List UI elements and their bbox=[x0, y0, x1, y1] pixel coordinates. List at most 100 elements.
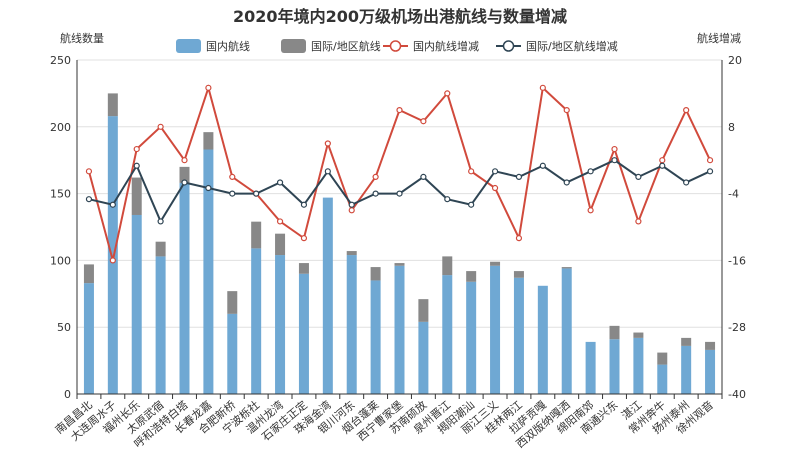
left-tick-label: 0 bbox=[64, 388, 71, 401]
left-tick-label: 150 bbox=[50, 188, 71, 201]
bar-international bbox=[346, 251, 357, 256]
point-international-change bbox=[109, 201, 116, 208]
point-international-change bbox=[396, 190, 403, 197]
bar-domestic bbox=[394, 265, 405, 394]
point-domestic-change bbox=[611, 145, 618, 153]
point-domestic-change bbox=[324, 140, 331, 147]
bar-domestic bbox=[657, 364, 668, 394]
point-domestic-change bbox=[635, 218, 642, 225]
point-international-change bbox=[539, 162, 546, 169]
bar-domestic bbox=[442, 275, 453, 394]
point-international-change bbox=[157, 218, 164, 225]
point-international-change bbox=[706, 168, 714, 175]
bar-international bbox=[275, 233, 286, 256]
bar-domestic bbox=[513, 277, 524, 394]
chart-title: 2020年境内200万级机场出港航线与数量增减 bbox=[233, 7, 567, 26]
bar-domestic bbox=[705, 349, 716, 394]
right-tick-label: -4 bbox=[728, 188, 739, 201]
bar-domestic bbox=[179, 182, 190, 394]
point-international-change bbox=[85, 196, 93, 203]
bar-domestic bbox=[466, 281, 477, 394]
bar-domestic bbox=[633, 337, 644, 394]
bar-international bbox=[657, 352, 668, 365]
point-international-change bbox=[491, 168, 499, 175]
bar-international bbox=[442, 256, 453, 276]
bar-domestic bbox=[370, 280, 381, 394]
bar-domestic bbox=[681, 345, 692, 394]
bar-international bbox=[131, 177, 142, 215]
point-international-change bbox=[205, 184, 212, 192]
point-international-change bbox=[348, 201, 355, 208]
bar-international bbox=[83, 264, 94, 284]
right-axis-name: 航线增减 bbox=[697, 31, 741, 45]
point-international-change bbox=[181, 179, 188, 186]
point-international-change bbox=[324, 168, 331, 175]
point-domestic-change bbox=[706, 157, 714, 164]
legend-label: 国内航线 bbox=[206, 39, 250, 53]
point-domestic-change bbox=[587, 207, 594, 214]
bar-international bbox=[609, 325, 620, 340]
legend-domestic: 国内航线 bbox=[176, 39, 250, 53]
bar-international bbox=[466, 271, 477, 282]
bar-international bbox=[561, 267, 572, 269]
bar-domestic bbox=[275, 255, 286, 394]
point-international-change bbox=[420, 173, 427, 180]
bar-international bbox=[705, 341, 716, 350]
point-domestic-change bbox=[348, 207, 355, 214]
legend-swatch bbox=[176, 39, 201, 53]
bar-international bbox=[155, 241, 166, 257]
bar-international bbox=[394, 263, 405, 266]
point-domestic-change bbox=[515, 235, 523, 242]
right-tick-label: -40 bbox=[728, 388, 746, 401]
point-domestic-change bbox=[659, 157, 666, 164]
right-tick-label: 8 bbox=[728, 121, 735, 134]
point-domestic-change bbox=[420, 118, 427, 125]
point-international-change bbox=[253, 190, 260, 197]
point-international-change bbox=[444, 196, 451, 203]
bar-domestic bbox=[83, 283, 94, 394]
bar-international bbox=[633, 332, 644, 338]
point-domestic-change bbox=[683, 106, 690, 114]
bar-domestic bbox=[155, 256, 166, 394]
point-domestic-change bbox=[205, 84, 212, 91]
point-international-change bbox=[683, 179, 690, 186]
left-axis-name: 航线数量 bbox=[60, 31, 104, 45]
point-domestic-change bbox=[372, 173, 379, 180]
point-domestic-change bbox=[491, 184, 499, 192]
bar-international bbox=[251, 221, 262, 249]
point-domestic-change bbox=[133, 145, 140, 153]
legend: 国内航线 国际/地区航线 国内航线增减 国际/地区航线增减 bbox=[176, 39, 618, 53]
legend-label: 国际/地区航线增减 bbox=[526, 39, 618, 53]
legend-swatch bbox=[281, 39, 306, 53]
bar-domestic bbox=[609, 339, 620, 394]
point-domestic-change bbox=[539, 84, 546, 91]
left-tick-label: 200 bbox=[50, 121, 71, 134]
point-international-change bbox=[372, 190, 379, 197]
point-international-change bbox=[468, 201, 475, 208]
bar-domestic bbox=[585, 341, 596, 394]
legend-marker bbox=[389, 40, 402, 52]
bar-international bbox=[513, 271, 524, 278]
right-tick-label: -28 bbox=[728, 321, 746, 334]
point-international-change bbox=[229, 190, 236, 197]
bar-domestic bbox=[203, 149, 214, 394]
point-domestic-change bbox=[276, 218, 284, 225]
bar-domestic bbox=[131, 214, 142, 394]
bars bbox=[83, 93, 716, 394]
point-domestic-change bbox=[300, 235, 308, 242]
point-domestic-change bbox=[109, 257, 116, 264]
bar-domestic bbox=[490, 265, 501, 394]
bar-domestic bbox=[346, 255, 357, 394]
point-international-change bbox=[587, 168, 594, 175]
bar-international bbox=[298, 263, 309, 274]
point-domestic-change bbox=[181, 157, 188, 164]
bar-international bbox=[227, 291, 238, 314]
right-tick-label: -16 bbox=[728, 254, 746, 267]
left-tick-label: 100 bbox=[50, 254, 71, 267]
left-tick-label: 250 bbox=[50, 54, 71, 67]
bar-international bbox=[203, 132, 214, 150]
point-international-change bbox=[635, 173, 642, 180]
point-domestic-change bbox=[85, 168, 93, 175]
point-international-change bbox=[515, 173, 523, 180]
